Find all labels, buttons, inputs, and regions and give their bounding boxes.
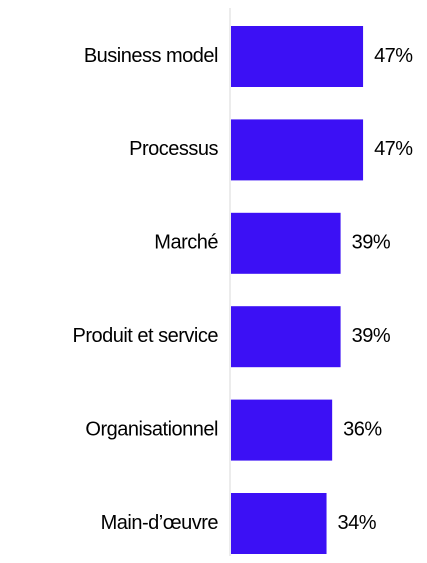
bar	[231, 493, 327, 554]
category-label: Processus	[129, 138, 218, 160]
category-label: Produit et service	[72, 325, 218, 347]
bar	[231, 119, 364, 181]
value-label: 47%	[374, 45, 413, 67]
bar	[231, 306, 341, 368]
value-label: 39%	[352, 232, 391, 254]
category-label: Marché	[154, 232, 218, 254]
category-label: Main-d’œuvre	[101, 512, 219, 534]
bar	[231, 26, 364, 87]
value-label: 36%	[343, 418, 382, 440]
bar	[231, 212, 341, 274]
value-label: 39%	[352, 325, 391, 347]
category-label: Organisationnel	[85, 418, 218, 440]
bar	[231, 399, 333, 461]
value-label: 47%	[374, 138, 413, 160]
value-label: 34%	[338, 512, 377, 534]
category-label: Business model	[84, 45, 218, 67]
